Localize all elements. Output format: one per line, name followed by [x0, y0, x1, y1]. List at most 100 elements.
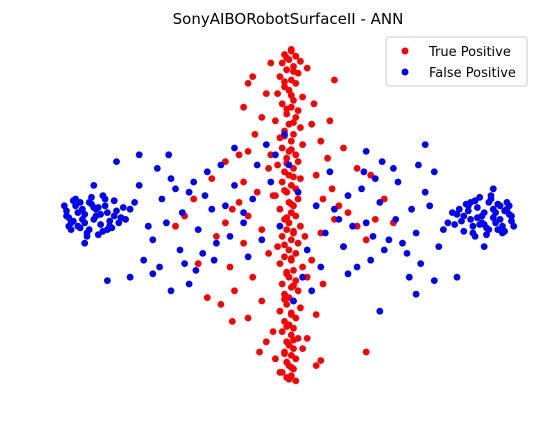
point-false-positive: [412, 229, 420, 237]
point-false-positive: [69, 217, 77, 225]
point-true-positive: [303, 335, 311, 342]
point-true-positive: [258, 297, 266, 305]
point-true-positive: [283, 323, 291, 330]
point-true-positive: [290, 345, 297, 352]
point-true-positive: [362, 348, 370, 356]
points-layer: [60, 46, 518, 385]
point-true-positive: [328, 185, 336, 193]
point-false-positive: [321, 229, 329, 237]
point-false-positive: [217, 161, 225, 169]
point-false-positive: [385, 236, 393, 244]
point-true-positive: [290, 97, 297, 104]
point-true-positive: [283, 268, 291, 276]
point-true-positive: [274, 161, 281, 169]
point-false-positive: [399, 239, 406, 247]
point-false-positive: [340, 243, 347, 251]
legend: True Positive False Positive: [385, 36, 528, 87]
point-false-positive: [421, 188, 429, 196]
point-true-positive: [283, 54, 291, 62]
point-false-positive: [90, 182, 98, 189]
point-true-positive: [276, 307, 284, 315]
point-false-positive: [412, 290, 420, 298]
point-true-positive: [290, 173, 297, 181]
point-false-positive: [258, 236, 266, 244]
point-true-positive: [258, 226, 266, 234]
point-false-positive: [281, 131, 288, 138]
point-false-positive: [480, 221, 488, 228]
point-false-positive: [360, 168, 368, 176]
point-false-positive: [74, 209, 82, 217]
point-false-positive: [262, 141, 270, 149]
point-true-positive: [317, 137, 325, 145]
point-true-positive: [292, 250, 300, 257]
point-false-positive: [126, 273, 134, 281]
point-true-positive: [285, 273, 293, 281]
point-false-positive: [449, 209, 456, 217]
point-true-positive: [299, 141, 306, 149]
point-false-positive: [63, 212, 70, 220]
point-true-positive: [194, 260, 202, 267]
point-true-positive: [203, 294, 211, 301]
point-false-positive: [165, 151, 173, 159]
point-false-positive: [430, 277, 438, 284]
point-false-positive: [435, 243, 443, 251]
point-false-positive: [492, 209, 499, 217]
point-false-positive: [417, 260, 425, 267]
point-false-positive: [115, 219, 123, 227]
point-false-positive: [135, 151, 143, 159]
point-false-positive: [471, 233, 479, 240]
legend-label-true-positive: True Positive: [428, 45, 511, 60]
legend-marker-false-positive: [401, 68, 409, 76]
point-false-positive: [392, 216, 400, 223]
point-false-positive: [144, 222, 152, 230]
point-false-positive: [371, 175, 379, 183]
point-false-positive: [496, 216, 504, 223]
point-false-positive: [203, 168, 211, 176]
point-true-positive: [276, 73, 284, 80]
point-true-positive: [294, 239, 302, 247]
point-false-positive: [201, 192, 209, 200]
point-true-positive: [290, 267, 297, 274]
point-false-positive: [131, 199, 139, 206]
point-false-positive: [494, 226, 502, 234]
point-false-positive: [76, 199, 84, 206]
point-true-positive: [294, 107, 302, 114]
point-true-positive: [285, 219, 293, 227]
point-false-positive: [63, 207, 70, 215]
point-true-positive: [287, 146, 295, 154]
point-true-positive: [262, 90, 270, 97]
point-false-positive: [85, 226, 93, 234]
point-true-positive: [290, 336, 297, 344]
point-true-positive: [283, 110, 291, 118]
point-false-positive: [222, 202, 229, 210]
point-true-positive: [290, 131, 297, 138]
point-false-positive: [285, 161, 293, 169]
point-false-positive: [317, 263, 325, 271]
point-true-positive: [213, 233, 220, 240]
point-false-positive: [326, 168, 334, 176]
point-true-positive: [287, 47, 295, 55]
point-true-positive: [283, 226, 291, 234]
point-true-positive: [283, 214, 291, 222]
point-true-positive: [297, 124, 304, 131]
point-true-positive: [281, 253, 288, 261]
legend-marker-true-positive: [401, 47, 409, 55]
point-true-positive: [290, 63, 297, 70]
point-false-positive: [101, 202, 109, 210]
point-true-positive: [240, 103, 248, 111]
point-true-positive: [256, 348, 263, 356]
point-true-positive: [217, 301, 225, 308]
point-false-positive: [353, 263, 361, 271]
point-true-positive: [290, 282, 297, 290]
point-true-positive: [278, 178, 286, 186]
point-true-positive: [299, 345, 306, 352]
point-true-positive: [303, 64, 311, 72]
point-false-positive: [149, 270, 157, 278]
point-false-positive: [106, 217, 114, 225]
point-false-positive: [460, 227, 468, 235]
point-true-positive: [297, 175, 304, 183]
point-false-positive: [99, 192, 107, 200]
point-true-positive: [312, 362, 320, 369]
point-true-positive: [292, 377, 300, 385]
point-false-positive: [253, 161, 261, 169]
